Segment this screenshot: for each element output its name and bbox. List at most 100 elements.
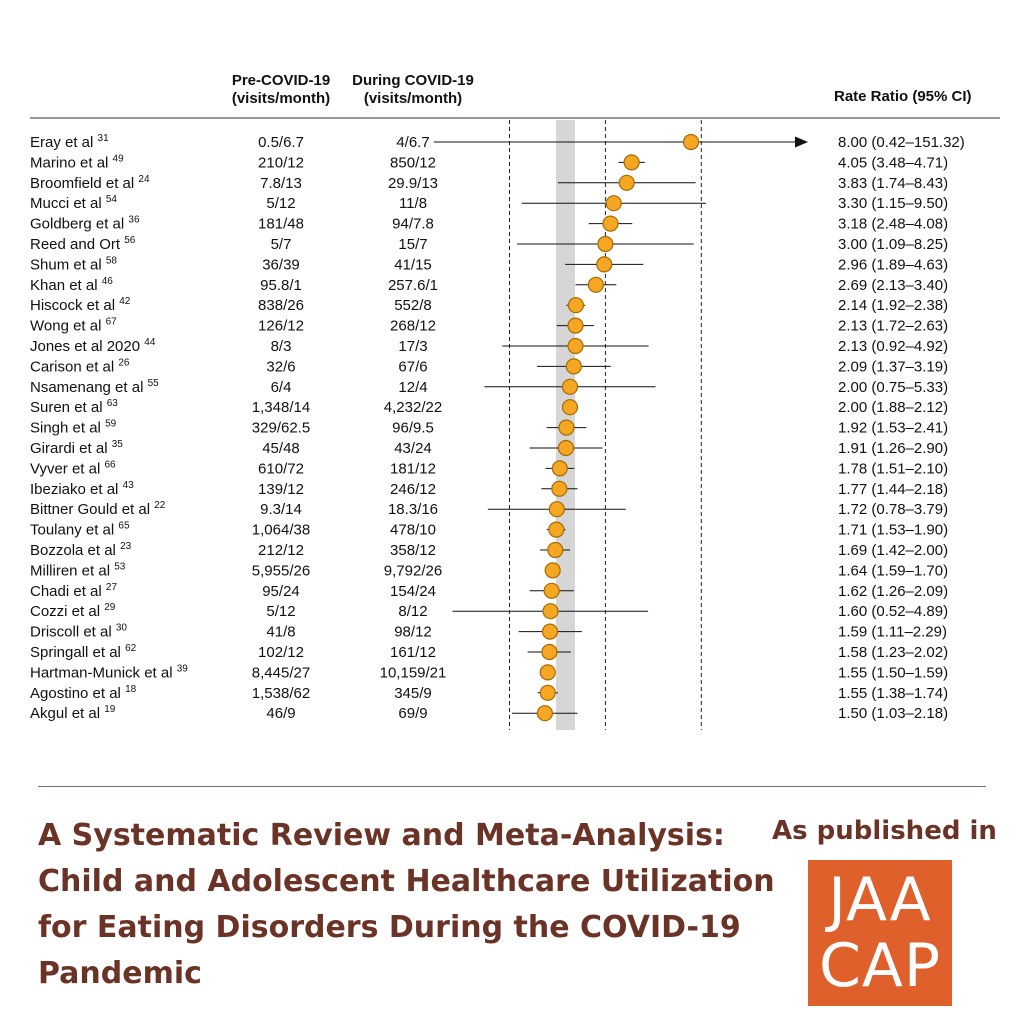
rate-ratio-ci: 1.62 (1.26–2.09) xyxy=(838,583,948,600)
study-name: Bittner Gould et al 22 xyxy=(30,500,166,518)
pre-covid-value: 45/48 xyxy=(262,440,300,457)
study-row: Suren et al 63 1,348/14 4,232/22 2.00 (1.88… xyxy=(30,398,948,416)
study-name: Broomfield et al 24 xyxy=(30,174,150,192)
study-ref: 26 xyxy=(118,357,130,368)
during-covid-value: 161/12 xyxy=(390,644,436,661)
during-covid-value: 8/12 xyxy=(398,603,427,620)
during-covid-value: 94/7.8 xyxy=(392,216,434,233)
study-name: Hartman-Munick et al 39 xyxy=(30,663,188,681)
header-during-covid: During COVID-19 (visits/month) xyxy=(342,72,484,108)
pre-covid-value: 181/48 xyxy=(258,216,304,233)
rate-ratio-ci: 1.58 (1.23–2.02) xyxy=(838,644,948,661)
divider-rule xyxy=(38,786,986,787)
jaacap-logo: JAA CAP xyxy=(808,860,952,1006)
pre-covid-value: 7.8/13 xyxy=(260,175,302,192)
pre-covid-value: 838/26 xyxy=(258,297,304,314)
study-row: Jones et al 2020 44 8/3 17/3 2.13 (0.92–4.9… xyxy=(30,337,948,355)
point-estimate xyxy=(567,317,584,334)
point-estimate xyxy=(542,603,559,620)
during-covid-value: 9,792/26 xyxy=(384,562,442,579)
study-row: Eray et al 31 0.5/6.7 4/6.7 8.00 (0.42–151.… xyxy=(30,133,965,151)
pre-covid-value: 139/12 xyxy=(258,481,304,498)
during-covid-value: 11/8 xyxy=(399,195,427,212)
point-estimate xyxy=(596,256,613,273)
rate-ratio-ci: 3.00 (1.09–8.25) xyxy=(838,236,948,253)
pre-covid-value: 95/24 xyxy=(262,583,300,600)
pre-covid-value: 610/72 xyxy=(258,460,304,477)
study-name: Toulany et al 65 xyxy=(30,521,130,539)
study-name: Cozzi et al 29 xyxy=(30,602,116,620)
during-covid-value: 850/12 xyxy=(390,154,436,171)
header-during-covid-line1: During COVID-19 xyxy=(352,72,474,89)
study-name: Eray et al 31 xyxy=(30,133,109,151)
during-covid-value: 4/6.7 xyxy=(396,134,429,151)
study-row: Agostino et al 18 1,538/62 345/9 1.55 (1.38… xyxy=(30,684,948,702)
during-covid-value: 12/4 xyxy=(398,379,427,396)
study-ref: 46 xyxy=(102,276,114,287)
point-estimate xyxy=(561,399,579,416)
study-row: Goldberg et al 36 181/48 94/7.8 3.18 (2.48–… xyxy=(30,215,948,233)
point-estimate xyxy=(557,439,575,457)
study-row: Springall et al 62 102/12 161/12 1.58 (1.23… xyxy=(30,643,948,661)
during-covid-value: 98/12 xyxy=(394,624,432,641)
point-estimate xyxy=(567,337,584,355)
study-name: Carison et al 26 xyxy=(30,357,130,375)
rate-ratio-ci: 2.00 (1.88–2.12) xyxy=(838,399,948,416)
study-row: Ibeziako et al 43 139/12 246/12 1.77 (1.44–… xyxy=(30,480,948,498)
pre-covid-value: 8/3 xyxy=(271,338,292,355)
study-ref: 19 xyxy=(104,704,116,715)
study-row: Carison et al 26 32/6 67/6 2.09 (1.37–3.19) xyxy=(30,357,948,375)
pre-covid-value: 212/12 xyxy=(258,542,304,559)
study-row: Driscoll et al 30 41/8 98/12 1.59 (1.11–2.2… xyxy=(30,623,947,641)
logo-text-line-2: CAP xyxy=(818,931,942,1001)
study-ref: 54 xyxy=(106,194,118,205)
pre-covid-value: 8,445/27 xyxy=(252,664,310,681)
study-name: Ibeziako et al 43 xyxy=(30,480,134,498)
rate-ratio-ci: 3.18 (2.48–4.08) xyxy=(838,216,948,233)
during-covid-value: 246/12 xyxy=(390,481,436,498)
article-title-line-3: for Eating Disorders During the COVID-19 xyxy=(38,910,741,945)
rate-ratio-ci: 1.71 (1.53–1.90) xyxy=(838,522,948,539)
study-ref: 18 xyxy=(125,684,137,695)
during-covid-value: 345/9 xyxy=(394,685,432,702)
during-covid-value: 17/3 xyxy=(398,338,427,355)
point-estimate xyxy=(543,582,560,599)
study-row: Girardi et al 35 45/48 43/24 1.91 (1.26–2.9… xyxy=(30,439,948,457)
study-row: Singh et al 59 329/62.5 96/9.5 1.92 (1.53–2… xyxy=(30,419,948,437)
study-row: Bozzola et al 23 212/12 358/12 1.69 (1.42–2… xyxy=(30,541,948,559)
pre-covid-value: 95.8/1 xyxy=(260,277,302,294)
study-name: Mucci et al 54 xyxy=(30,194,117,212)
study-row: Nsamenang et al 55 6/4 12/4 2.00 (0.75–5.33… xyxy=(30,378,948,396)
study-row: Reed and Ort 56 5/7 15/7 3.00 (1.09–8.25) xyxy=(30,235,948,253)
article-title-line-2: Child and Adolescent Healthcare Utilizat… xyxy=(38,864,775,899)
point-estimate xyxy=(547,541,564,559)
point-estimate xyxy=(565,358,582,375)
pre-covid-value: 102/12 xyxy=(258,644,304,661)
pre-covid-value: 1,538/62 xyxy=(252,685,310,702)
during-covid-value: 154/24 xyxy=(390,583,436,600)
rate-ratio-ci: 2.96 (1.89–4.63) xyxy=(838,256,948,273)
pre-covid-value: 46/9 xyxy=(266,705,295,722)
rate-ratio-ci: 1.59 (1.11–2.29) xyxy=(838,624,947,641)
study-ref: 30 xyxy=(116,623,128,634)
header-pre-covid-line1: Pre-COVID-19 xyxy=(231,72,331,89)
pre-covid-value: 1,348/14 xyxy=(252,399,310,416)
study-ref: 35 xyxy=(112,439,124,450)
during-covid-value: 69/9 xyxy=(398,705,427,722)
article-title-line-1: A Systematic Review and Meta-Analysis: xyxy=(38,818,725,853)
study-name: Marino et al 49 xyxy=(30,153,124,171)
study-name: Springall et al 62 xyxy=(30,643,137,661)
study-row: Milliren et al 53 5,955/26 9,792/26 1.64 (1… xyxy=(30,561,948,579)
point-estimate xyxy=(539,664,556,681)
article-title-line-4: Pandemic xyxy=(38,956,202,991)
study-ref: 29 xyxy=(104,602,116,613)
study-row: Vyver et al 66 610/72 181/12 1.78 (1.51–2.1… xyxy=(30,459,948,477)
study-name: Driscoll et al 30 xyxy=(30,623,127,641)
study-name: Vyver et al 66 xyxy=(30,459,116,477)
rate-ratio-ci: 8.00 (0.42–151.32) xyxy=(838,134,965,151)
during-covid-value: 29.9/13 xyxy=(388,175,438,192)
during-covid-value: 67/6 xyxy=(398,358,427,375)
study-name: Agostino et al 18 xyxy=(30,684,137,702)
rate-ratio-ci: 1.55 (1.50–1.59) xyxy=(838,664,948,681)
study-ref: 63 xyxy=(107,398,119,409)
